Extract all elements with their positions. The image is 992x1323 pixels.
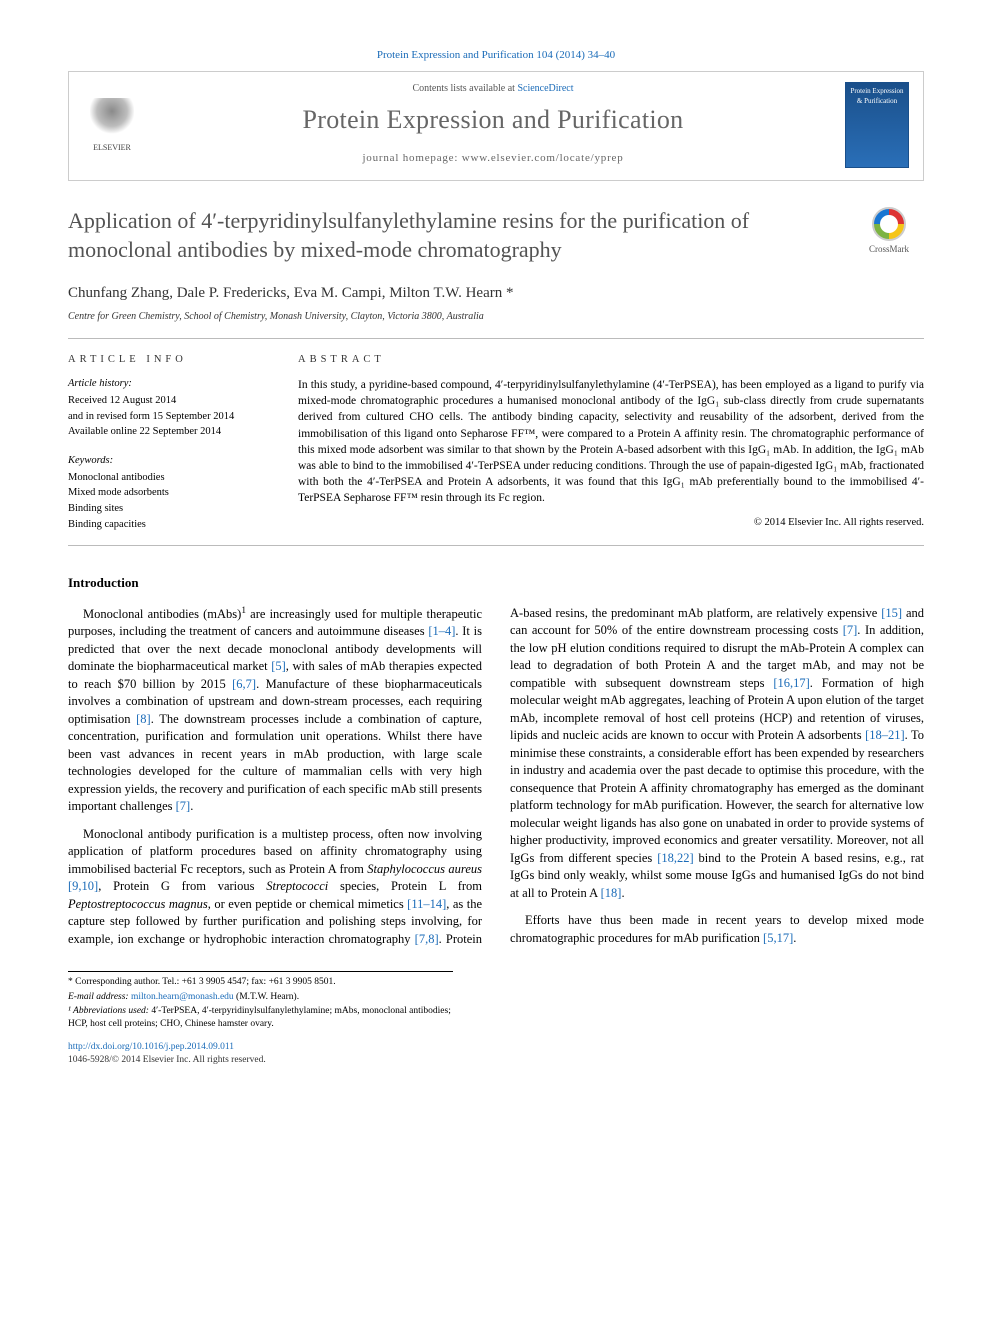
abstract-copyright: © 2014 Elsevier Inc. All rights reserved… xyxy=(298,516,924,531)
keywords-label: Keywords: xyxy=(68,454,268,469)
keyword: Binding sites xyxy=(68,502,268,517)
paragraph: Monoclonal antibodies (mAbs)1 are increa… xyxy=(68,605,482,816)
abstract-block: ABSTRACT In this study, a pyridine-based… xyxy=(298,353,924,534)
citation-ref[interactable]: [16,17] xyxy=(773,676,809,690)
publisher-name: ELSEVIER xyxy=(93,142,131,153)
body-text: Monoclonal antibodies (mAbs)1 are increa… xyxy=(68,605,924,953)
citation-ref[interactable]: [5] xyxy=(271,659,286,673)
abbreviations-line: ¹ Abbreviations used: 4′-TerPSEA, 4′-ter… xyxy=(68,1005,453,1031)
citation-ref[interactable]: [11–14] xyxy=(407,897,446,911)
text: Efforts have thus been made in recent ye… xyxy=(510,913,924,945)
citation-ref[interactable]: [18,22] xyxy=(657,851,693,865)
citation-ref[interactable]: [15] xyxy=(881,606,902,620)
journal-cover-thumbnail: Protein Expression & Purification xyxy=(845,82,909,168)
abstract-heading: ABSTRACT xyxy=(298,353,924,368)
article-title: Application of 4′-terpyridinylsulfanylet… xyxy=(68,207,836,264)
sciencedirect-link[interactable]: ScienceDirect xyxy=(517,83,573,94)
running-citation: Protein Expression and Purification 104 … xyxy=(68,48,924,63)
revised-date: and in revised form 15 September 2014 xyxy=(68,410,268,425)
footnotes-block: * Corresponding author. Tel.: +61 3 9905… xyxy=(68,971,453,1031)
keyword: Mixed mode adsorbents xyxy=(68,486,268,501)
abbrev-label: ¹ Abbreviations used: xyxy=(68,1006,151,1016)
email-label: E-mail address: xyxy=(68,992,131,1002)
citation-ref[interactable]: [6,7] xyxy=(232,677,256,691)
email-line: E-mail address: milton.hearn@monash.edu … xyxy=(68,991,453,1004)
citation-ref[interactable]: [18] xyxy=(601,886,622,900)
history-label: Article history: xyxy=(68,377,268,392)
doi-link[interactable]: http://dx.doi.org/10.1016/j.pep.2014.09.… xyxy=(68,1042,234,1052)
text: Monoclonal antibodies (mAbs) xyxy=(83,607,241,621)
citation-ref[interactable]: [5,17] xyxy=(763,931,793,945)
keyword: Monoclonal antibodies xyxy=(68,471,268,486)
citation-ref[interactable]: [7,8] xyxy=(415,932,439,946)
email-owner: (M.T.W. Hearn). xyxy=(234,992,299,1002)
citation-ref[interactable]: [7] xyxy=(176,799,191,813)
citation-ref[interactable]: [8] xyxy=(136,712,151,726)
author-list: Chunfang Zhang, Dale P. Fredericks, Eva … xyxy=(68,283,924,304)
elsevier-tree-icon xyxy=(90,98,134,142)
text: , Protein G from various xyxy=(98,879,266,893)
author-email[interactable]: milton.hearn@monash.edu xyxy=(131,992,234,1002)
keyword: Binding capacities xyxy=(68,518,268,533)
journal-name: Protein Expression and Purification xyxy=(151,102,835,138)
text: species, Protein L from xyxy=(328,879,482,893)
issn-copyright: 1046-5928/© 2014 Elsevier Inc. All right… xyxy=(68,1055,266,1065)
article-info-block: ARTICLE INFO Article history: Received 1… xyxy=(68,353,268,534)
citation-ref[interactable]: [18–21] xyxy=(865,728,905,742)
journal-homepage[interactable]: journal homepage: www.elsevier.com/locat… xyxy=(151,151,835,166)
text: . xyxy=(190,799,193,813)
text: . xyxy=(621,886,624,900)
contents-available: Contents lists available at ScienceDirec… xyxy=(151,82,835,96)
rule-bottom xyxy=(68,545,924,546)
text: . xyxy=(793,931,796,945)
article-info-heading: ARTICLE INFO xyxy=(68,353,268,368)
online-date: Available online 22 September 2014 xyxy=(68,425,268,440)
paragraph: Efforts have thus been made in recent ye… xyxy=(510,912,924,947)
crossmark-icon xyxy=(872,207,906,241)
crossmark-label: CrossMark xyxy=(869,244,909,254)
elsevier-logo: ELSEVIER xyxy=(83,82,141,168)
section-title-introduction: Introduction xyxy=(68,574,924,592)
corresponding-author: * Corresponding author. Tel.: +61 3 9905… xyxy=(68,976,453,989)
abstract-body: In this study, a pyridine-based compound… xyxy=(298,377,924,506)
organism-name: Staphylococcus aureus xyxy=(367,862,482,876)
rule-top xyxy=(68,338,924,339)
contents-prefix: Contents lists available at xyxy=(412,83,517,94)
received-date: Received 12 August 2014 xyxy=(68,394,268,409)
citation-ref[interactable]: [1–4] xyxy=(428,624,455,638)
text: . The downstream processes include a com… xyxy=(68,712,482,814)
page-footer: http://dx.doi.org/10.1016/j.pep.2014.09.… xyxy=(68,1041,924,1068)
journal-header: ELSEVIER Contents lists available at Sci… xyxy=(68,71,924,181)
affiliation: Centre for Green Chemistry, School of Ch… xyxy=(68,310,924,324)
text: , or even peptide or chemical mimetics xyxy=(208,897,407,911)
organism-name: Streptococci xyxy=(266,879,328,893)
citation-ref[interactable]: [7] xyxy=(843,623,858,637)
crossmark-widget[interactable]: CrossMark xyxy=(854,207,924,256)
text: . To minimise these constraints, a consi… xyxy=(510,728,924,865)
organism-name: Peptostreptococcus magnus xyxy=(68,897,208,911)
citation-ref[interactable]: [9,10] xyxy=(68,879,98,893)
